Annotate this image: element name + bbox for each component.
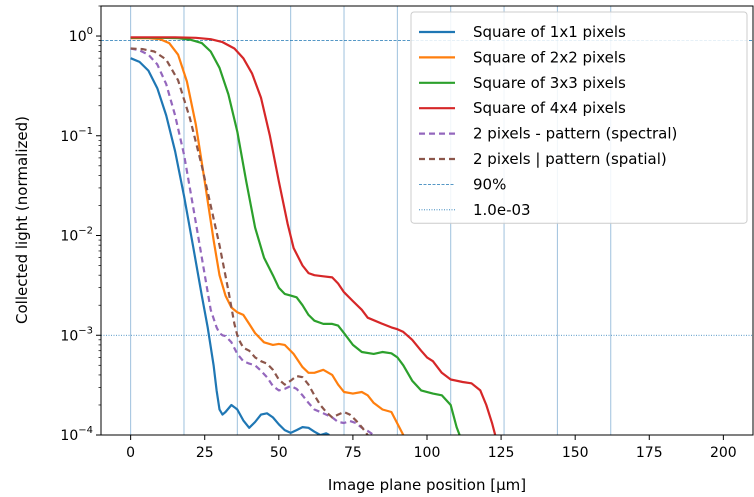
series-line bbox=[130, 57, 330, 435]
y-tick-label: 10−3 bbox=[60, 325, 93, 344]
legend-label: Square of 4x4 pixels bbox=[473, 99, 626, 117]
y-axis-label: Collected light (normalized) bbox=[13, 116, 31, 324]
legend-label: 1.0e-03 bbox=[473, 201, 531, 219]
x-tick-label: 125 bbox=[488, 445, 515, 461]
legend: Square of 1x1 pixels Square of 2x2 pixels… bbox=[410, 11, 748, 224]
y-tick-label: 10−4 bbox=[60, 425, 93, 444]
legend-label: Square of 1x1 pixels bbox=[473, 23, 626, 41]
y-axis-ticks: 100 10−1 10−2 10−3 10−4 bbox=[60, 5, 101, 444]
legend-label: Square of 2x2 pixels bbox=[473, 48, 626, 66]
x-tick-label: 0 bbox=[126, 445, 135, 461]
legend-box bbox=[410, 11, 748, 224]
series-line bbox=[130, 36, 497, 435]
legend-label: 2 pixels | pattern (spatial) bbox=[473, 150, 667, 168]
x-tick-label: 175 bbox=[636, 445, 663, 461]
y-tick-label: 100 bbox=[69, 26, 93, 45]
legend-label: 90% bbox=[473, 175, 506, 193]
x-tick-label: 75 bbox=[344, 445, 362, 461]
y-tick-label: 10−2 bbox=[60, 226, 93, 245]
series-line bbox=[130, 37, 405, 435]
x-tick-label: 200 bbox=[710, 445, 737, 461]
series-line bbox=[130, 47, 375, 435]
x-tick-label: 100 bbox=[414, 445, 441, 461]
x-tick-label: 25 bbox=[196, 445, 214, 461]
legend-label: Square of 3x3 pixels bbox=[473, 74, 626, 92]
y-tick-label: 10−1 bbox=[60, 126, 93, 145]
series-lines bbox=[130, 36, 497, 435]
x-axis-label: Image plane position [µm] bbox=[328, 476, 526, 494]
series-line bbox=[130, 36, 461, 435]
legend-label: 2 pixels - pattern (spectral) bbox=[473, 125, 677, 143]
series-line bbox=[130, 47, 369, 435]
x-tick-label: 50 bbox=[270, 445, 288, 461]
x-tick-label: 150 bbox=[562, 445, 589, 461]
x-axis-ticks: 0 25 50 75 100 125 150 175 200 bbox=[126, 435, 737, 461]
